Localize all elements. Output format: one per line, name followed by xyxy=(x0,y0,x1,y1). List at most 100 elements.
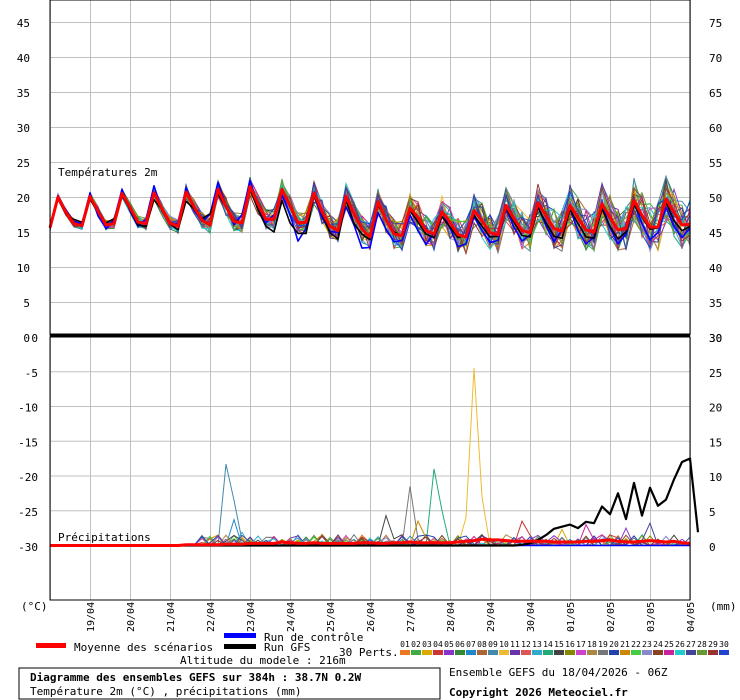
temp-left-tick: 25 xyxy=(17,157,30,170)
main-series xyxy=(48,180,700,547)
pert-number: 06 xyxy=(455,640,465,649)
pert-number: 07 xyxy=(466,640,476,649)
pert-number: 09 xyxy=(488,640,498,649)
gfs-legend-label: Run GFS xyxy=(264,641,310,654)
pert-number: 13 xyxy=(532,640,542,649)
pert-color-swatch xyxy=(455,650,465,655)
temp-left-tick: 5 xyxy=(23,297,30,310)
pert-color-swatch xyxy=(708,650,718,655)
pert-number: 20 xyxy=(609,640,619,649)
pert-number: 23 xyxy=(642,640,652,649)
date-label: 24/04 xyxy=(286,602,297,632)
temp-panel-title: Températures 2m xyxy=(58,166,158,179)
labels: Températures 2m Précipitations (°C) (mm)… xyxy=(17,17,737,632)
pert-color-swatch xyxy=(532,650,542,655)
footer-copyright: Copyright 2026 Meteociel.fr xyxy=(449,686,628,699)
precip-left-tick: -15 xyxy=(18,436,38,449)
pert-number: 29 xyxy=(708,640,718,649)
temp-right-tick: 70 xyxy=(709,52,722,65)
date-label: 28/04 xyxy=(446,602,457,632)
precip-left-tick: -20 xyxy=(18,471,38,484)
pert-color-swatch xyxy=(433,650,443,655)
pert-color-swatch xyxy=(697,650,707,655)
temp-right-tick: 45 xyxy=(709,227,722,240)
temp-right-tick: 30 xyxy=(709,332,722,345)
temp-left-tick: 15 xyxy=(17,227,30,240)
altitude-label: Altitude du modele : 216m xyxy=(180,654,346,667)
pert-number: 03 xyxy=(422,640,432,649)
temp-right-tick: 65 xyxy=(709,87,722,100)
pert-color-swatch xyxy=(565,650,575,655)
pert-color-swatch xyxy=(642,650,652,655)
pert-color-swatch xyxy=(675,650,685,655)
pert-color-swatch xyxy=(631,650,641,655)
legend: Moyenne des scénarios Run de contrôle Ru… xyxy=(36,631,729,667)
temp-gfs-line xyxy=(49,188,691,241)
temp-left-tick: 40 xyxy=(17,52,30,65)
date-label: 27/04 xyxy=(406,602,417,632)
date-label: 01/05 xyxy=(566,602,577,632)
pert-number: 02 xyxy=(411,640,421,649)
temp-right-tick: 60 xyxy=(709,122,722,135)
footer-run-info: Ensemble GEFS du 18/04/2026 - 06Z xyxy=(449,666,668,679)
date-label: 21/04 xyxy=(166,602,177,632)
pert-number: 17 xyxy=(576,640,586,649)
pert-color-swatch xyxy=(510,650,520,655)
date-label: 02/05 xyxy=(606,602,617,632)
pert-color-swatch xyxy=(499,650,509,655)
date-label: 22/04 xyxy=(206,602,217,632)
date-label: 19/04 xyxy=(86,602,97,632)
pert-color-swatch xyxy=(543,650,553,655)
precip-right-tick: 5 xyxy=(709,506,716,519)
pert-number: 11 xyxy=(510,640,520,649)
pert-number: 21 xyxy=(620,640,630,649)
precip-right-tick: 0 xyxy=(709,541,716,554)
mean-legend-label: Moyenne des scénarios xyxy=(74,641,213,654)
temp-left-tick: 10 xyxy=(17,262,30,275)
perts-label: 30 Perts. xyxy=(339,646,399,659)
temp-left-tick: 45 xyxy=(17,17,30,30)
precip-left-tick: 0 xyxy=(31,332,38,345)
footer-box xyxy=(18,667,441,700)
date-label: 26/04 xyxy=(366,602,377,632)
pert-color-swatch xyxy=(554,650,564,655)
pert-number: 08 xyxy=(477,640,487,649)
pert-color-swatch xyxy=(422,650,432,655)
temp-right-tick: 35 xyxy=(709,297,722,310)
date-label: 25/04 xyxy=(326,602,337,632)
precip-right-tick: 20 xyxy=(709,402,722,415)
date-label: 29/04 xyxy=(486,602,497,632)
pert-number: 25 xyxy=(664,640,674,649)
right-unit-label: (mm) xyxy=(710,600,737,613)
axes xyxy=(49,0,691,601)
pert-color-swatch xyxy=(653,650,663,655)
mean-legend-swatch xyxy=(36,643,66,648)
pert-number: 22 xyxy=(631,640,641,649)
control-legend-swatch xyxy=(224,633,256,638)
pert-number: 15 xyxy=(554,640,564,649)
left-unit-label: (°C) xyxy=(21,600,48,613)
gfs-legend-swatch xyxy=(224,644,256,649)
pert-number: 30 xyxy=(719,640,729,649)
pert-color-swatch xyxy=(664,650,674,655)
precip-right-tick: 25 xyxy=(709,367,722,380)
pert-color-swatch xyxy=(444,650,454,655)
temp-left-tick: 30 xyxy=(17,122,30,135)
precip-left-tick: -30 xyxy=(18,541,38,554)
pert-color-swatch xyxy=(620,650,630,655)
pert-number: 19 xyxy=(598,640,608,649)
precip-mean-line xyxy=(50,537,691,547)
footer-title: Diagramme des ensembles GEFS sur 384h : … xyxy=(30,671,362,684)
pert-number: 18 xyxy=(587,640,597,649)
temp-control-line xyxy=(49,180,691,249)
pert-number: 04 xyxy=(433,640,443,649)
temp-right-tick: 40 xyxy=(709,262,722,275)
temp-left-tick: 20 xyxy=(17,192,30,205)
precip-left-tick: -5 xyxy=(25,367,38,380)
precip-right-tick: 10 xyxy=(709,471,722,484)
pert-color-swatch xyxy=(466,650,476,655)
pert-color-swatch xyxy=(521,650,531,655)
pert-number: 12 xyxy=(521,640,531,649)
pert-number: 05 xyxy=(444,640,454,649)
